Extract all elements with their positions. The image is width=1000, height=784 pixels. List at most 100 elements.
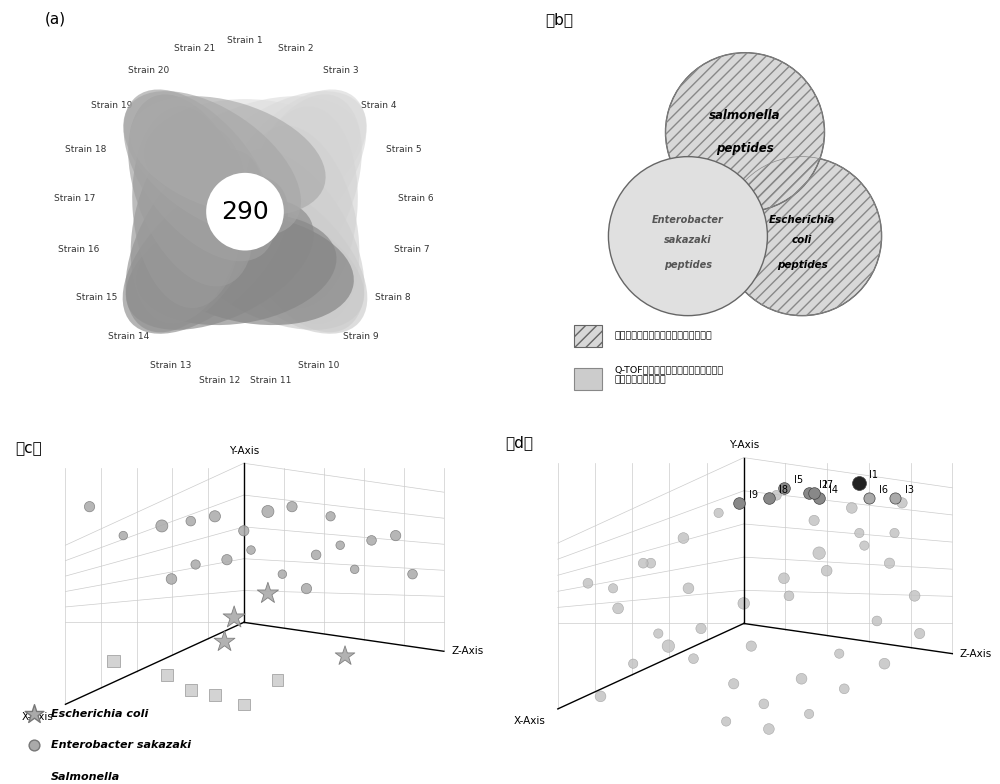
Point: [260, 505, 276, 517]
Point: [183, 684, 199, 696]
Text: Z-Axis: Z-Axis: [960, 648, 992, 659]
Ellipse shape: [248, 107, 358, 308]
Point: [711, 506, 727, 519]
Text: Strain 14: Strain 14: [108, 332, 149, 341]
Point: [364, 534, 380, 546]
Circle shape: [608, 157, 767, 316]
Point: [726, 677, 742, 690]
Text: 290: 290: [221, 200, 269, 223]
Point: [236, 698, 252, 710]
Point: [743, 640, 759, 652]
Text: I3: I3: [905, 485, 914, 495]
Point: [243, 544, 259, 557]
Point: [388, 529, 404, 542]
Text: Strain 10: Strain 10: [298, 361, 340, 370]
Point: [731, 496, 747, 509]
Point: [856, 539, 872, 552]
Point: [851, 477, 867, 489]
Point: [219, 554, 235, 566]
Ellipse shape: [215, 89, 366, 261]
Point: [811, 492, 827, 504]
Point: [625, 658, 641, 670]
Text: （b）: （b）: [545, 12, 573, 27]
Text: Strain 15: Strain 15: [76, 292, 118, 302]
Point: [207, 688, 223, 701]
Text: X-Axis: X-Axis: [513, 717, 545, 727]
Text: I1: I1: [869, 470, 878, 481]
Text: I2: I2: [819, 481, 828, 490]
Text: I9: I9: [749, 490, 758, 500]
Text: I5: I5: [794, 475, 803, 485]
Text: I4: I4: [829, 485, 838, 495]
Point: [337, 650, 353, 662]
Ellipse shape: [124, 89, 275, 261]
Text: Strain 11: Strain 11: [250, 376, 291, 385]
Point: [26, 771, 42, 783]
Ellipse shape: [176, 198, 364, 330]
Point: [680, 582, 696, 594]
Point: [270, 674, 286, 687]
Text: （c）: （c）: [15, 441, 42, 456]
Text: Strain 5: Strain 5: [386, 145, 422, 154]
Point: [801, 708, 817, 720]
Text: Salmonella: Salmonella: [51, 771, 120, 782]
Point: [894, 496, 910, 509]
Ellipse shape: [128, 94, 253, 286]
Point: [876, 658, 892, 670]
Point: [887, 492, 903, 504]
Point: [236, 524, 252, 537]
Ellipse shape: [126, 198, 314, 330]
Text: Strain 13: Strain 13: [150, 361, 192, 370]
Point: [217, 635, 233, 648]
Text: Strain 2: Strain 2: [278, 44, 313, 53]
Point: [154, 520, 170, 532]
Ellipse shape: [136, 213, 336, 325]
Text: Strain 21: Strain 21: [174, 44, 215, 53]
Text: Strain 17: Strain 17: [54, 194, 95, 203]
Point: [115, 529, 131, 542]
FancyBboxPatch shape: [574, 368, 602, 390]
Point: [260, 587, 276, 600]
Point: [332, 539, 348, 551]
Point: [887, 527, 903, 539]
Ellipse shape: [164, 96, 360, 216]
Text: （d）: （d）: [505, 435, 533, 450]
Point: [159, 669, 175, 681]
Text: sakazaki: sakazaki: [664, 235, 712, 245]
Point: [284, 500, 300, 513]
Ellipse shape: [144, 99, 346, 208]
Point: [643, 557, 659, 569]
Point: [693, 622, 709, 635]
Point: [308, 549, 324, 561]
Point: [650, 627, 666, 640]
Point: [806, 487, 822, 499]
Point: [226, 612, 242, 624]
Circle shape: [206, 172, 284, 251]
Point: [207, 510, 223, 523]
Point: [768, 489, 784, 502]
Point: [298, 583, 314, 595]
Text: Strain 1: Strain 1: [227, 36, 263, 45]
Point: [660, 640, 676, 652]
Point: [844, 502, 860, 514]
Ellipse shape: [244, 125, 359, 324]
Text: Escherichia: Escherichia: [769, 215, 835, 225]
Point: [907, 590, 923, 602]
Ellipse shape: [126, 149, 264, 332]
Point: [836, 683, 852, 695]
Text: Strain 8: Strain 8: [375, 292, 411, 302]
Point: [851, 527, 867, 539]
Point: [736, 597, 752, 610]
Text: I8: I8: [779, 485, 788, 495]
Point: [26, 739, 42, 752]
Point: [163, 572, 179, 585]
Circle shape: [666, 53, 824, 212]
Point: [761, 492, 777, 504]
Text: Strain 7: Strain 7: [394, 245, 429, 254]
Text: Strain 9: Strain 9: [343, 332, 379, 341]
Text: Enterobacter sakazaki: Enterobacter sakazaki: [51, 740, 191, 750]
Text: (a): (a): [45, 12, 66, 27]
Text: 计算机虚拟消化物种注释库产生的多肽: 计算机虚拟消化物种注释库产生的多肽: [615, 332, 712, 340]
Point: [869, 615, 885, 627]
Ellipse shape: [123, 91, 301, 236]
